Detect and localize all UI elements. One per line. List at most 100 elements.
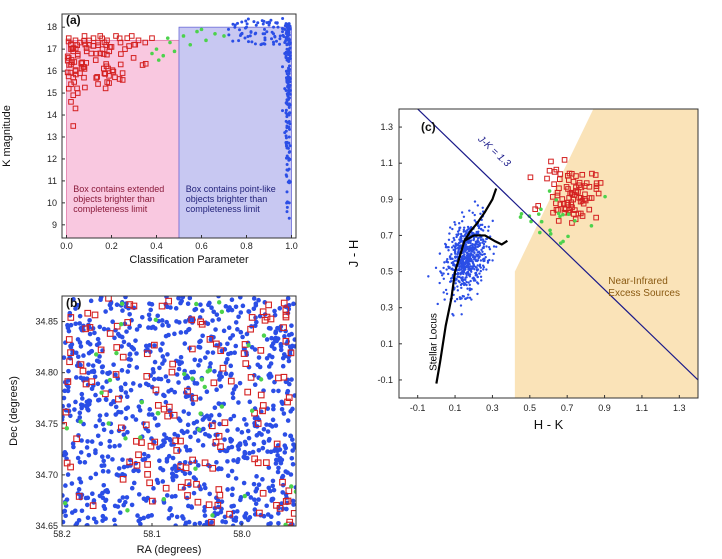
data-point-dot: [284, 108, 288, 112]
data-point-dot: [261, 440, 267, 446]
data-point-dot: [475, 241, 478, 244]
data-point-dot: [96, 359, 102, 364]
data-point-square: [104, 51, 110, 58]
x-tick-label: 0.5: [524, 403, 537, 413]
pointlike-box-note: objects brighter than: [186, 194, 268, 204]
data-point-dot: [217, 412, 222, 418]
data-point-dot: [73, 399, 78, 405]
data-point-dot: [566, 212, 571, 217]
data-point-dot: [245, 428, 251, 434]
data-point-dot: [260, 445, 266, 451]
x-axis-label: H - K: [534, 417, 564, 432]
data-point-dot: [133, 338, 138, 343]
data-point-dot: [187, 296, 193, 301]
data-point-dot: [275, 21, 279, 25]
data-point-dot: [470, 250, 473, 253]
data-point-square: [168, 368, 176, 376]
data-point-dot: [256, 447, 262, 453]
data-point-dot: [107, 438, 113, 444]
data-point-dot: [285, 98, 289, 102]
data-point-dot: [471, 244, 474, 248]
data-point-dot: [474, 259, 477, 262]
data-point-dot: [279, 475, 285, 480]
data-point-square: [280, 324, 287, 331]
data-point-square: [219, 364, 227, 372]
data-point-dot: [288, 472, 294, 477]
data-point-dot: [198, 486, 203, 492]
data-point-dot: [476, 245, 480, 249]
data-point-dot: [146, 325, 151, 330]
data-point-dot: [251, 296, 257, 301]
data-point-dot: [98, 441, 104, 446]
data-point-dot: [119, 334, 125, 340]
data-point-dot: [231, 39, 235, 43]
data-point-square: [82, 41, 89, 48]
data-point-dot: [166, 332, 171, 338]
data-point-dot: [101, 482, 107, 488]
data-point-dot: [447, 238, 451, 241]
data-point-square: [152, 386, 160, 394]
data-point-dot: [93, 471, 99, 477]
data-point-square: [138, 439, 145, 446]
data-point-dot: [232, 350, 238, 355]
data-point-dot: [258, 377, 264, 382]
data-point-square: [251, 455, 258, 463]
data-point-dot: [218, 384, 224, 389]
data-point-dot: [233, 25, 237, 29]
data-point-square: [67, 463, 74, 471]
data-point-dot: [288, 92, 292, 96]
data-point-dot: [467, 226, 470, 230]
data-point-dot: [99, 390, 104, 395]
data-point-dot: [465, 280, 468, 284]
data-point-square: [263, 313, 271, 321]
data-point-dot: [63, 513, 68, 519]
data-point-square: [282, 313, 290, 321]
data-point-dot: [482, 229, 485, 232]
data-point-dot: [548, 228, 552, 233]
data-point-dot: [213, 327, 218, 332]
data-point-dot: [70, 441, 76, 446]
panel-b: 58.2 58.1 58.0 34.65 34.70 34.75 34.80 34.85 (b)…: [8, 295, 297, 556]
data-point-square: [290, 510, 296, 517]
y-tick-label: 1.1: [380, 158, 393, 168]
data-point-dot: [225, 473, 231, 478]
data-point-dot: [123, 436, 128, 441]
panel-label: (c): [421, 120, 436, 134]
data-point-dot: [253, 42, 257, 46]
data-point-dot: [460, 282, 464, 285]
data-point-dot: [473, 251, 476, 254]
data-point-dot: [84, 523, 90, 526]
data-point-dot: [519, 211, 524, 216]
data-point-dot: [202, 513, 208, 518]
data-point-dot: [245, 22, 249, 26]
data-point-dot: [93, 352, 99, 357]
data-point-square: [546, 167, 553, 174]
data-point-dot: [452, 314, 455, 317]
data-point-dot: [92, 330, 97, 336]
data-point-dot: [114, 302, 120, 308]
data-point-dot: [243, 36, 247, 40]
data-point-square: [254, 459, 262, 467]
data-point-dot: [449, 280, 453, 283]
data-point-dot: [287, 59, 291, 63]
data-point-dot: [103, 309, 108, 314]
data-point-dot: [183, 329, 189, 335]
data-point-dot: [138, 516, 143, 522]
data-point-dot: [463, 226, 466, 229]
data-point-dot: [467, 253, 470, 256]
data-point-dot: [285, 146, 289, 150]
data-point-dot: [214, 312, 220, 317]
data-point-dot: [216, 300, 222, 305]
data-point-dot: [193, 306, 199, 312]
data-point-dot: [200, 333, 205, 339]
data-point-dot: [482, 242, 486, 246]
extended-box-note: objects brighter than: [73, 194, 155, 204]
data-point-dot: [62, 493, 65, 498]
y-tick-label: 17: [47, 44, 57, 54]
data-point-dot: [464, 261, 467, 264]
data-point-dot: [62, 388, 68, 394]
data-point-square: [162, 484, 170, 492]
data-point-dot: [442, 291, 445, 294]
data-point-dot: [121, 464, 127, 470]
data-point-square: [279, 478, 286, 486]
